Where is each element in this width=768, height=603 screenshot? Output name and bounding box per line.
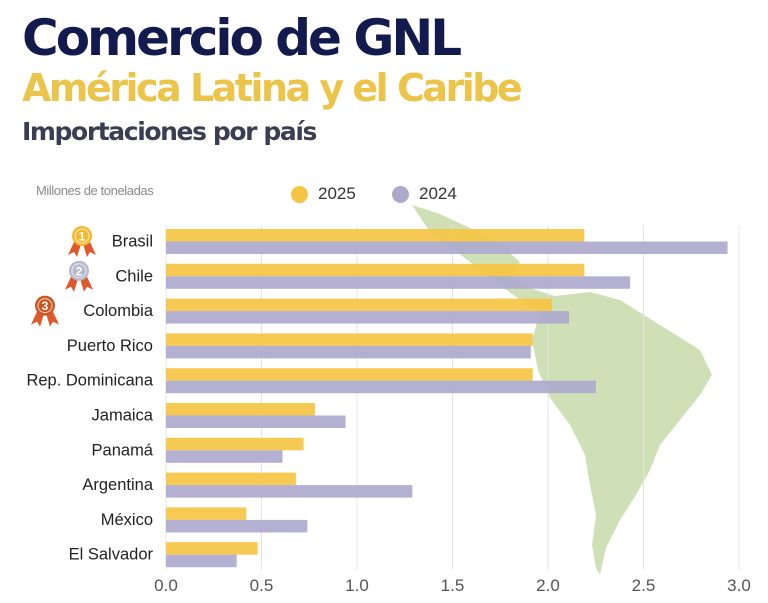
x-tick-label: 3.0 [727,576,751,595]
x-tick-label: 0.5 [250,576,274,595]
bar-2025 [166,507,247,520]
unit-label: Millones de toneladas [36,183,154,198]
category-label: México [101,511,153,529]
bar-2024 [166,380,596,394]
medal-ribbon-left [31,311,44,327]
bar-2025 [166,263,585,277]
bar-2024 [166,276,631,289]
bar-2024 [166,311,570,324]
bar-2025 [166,403,315,416]
category-label: Argentina [82,476,153,494]
bar-2025 [166,542,258,555]
medal-rank: 1 [79,230,86,244]
bar-2025 [166,229,585,242]
category-label: Chile [115,267,153,285]
gold-medal-icon: 1 [68,226,96,257]
bar-2024 [166,519,308,533]
medal-ring [37,298,53,314]
page-subtitle: América Latina y el Caribe [22,66,523,110]
medal-ribbon-left [68,242,81,257]
medal-ribbon-right [46,311,59,327]
category-label: Puerto Rico [67,337,153,355]
category-label: Colombia [83,302,154,320]
medal-ring [74,228,90,244]
legend-label-2024: 2024 [419,184,457,203]
page-title: Comercio de GNL [22,9,462,67]
bar-2024 [166,554,237,568]
section-title: Importaciones por país [22,117,317,146]
medal-ribbon-right [80,276,93,292]
medal-rank: 3 [42,299,49,313]
legend-item-2025: 2025 [291,184,356,204]
medal-ring [71,263,87,279]
category-label: Brasil [112,233,153,251]
bar-2025 [166,472,296,486]
legend-swatch-2024 [392,185,409,203]
medal-rank: 2 [76,264,83,278]
bar-2025 [166,368,533,381]
bar-2024 [166,485,413,498]
medal-ribbon-right [83,242,96,257]
medal-ribbon-left [65,276,78,292]
bar-2024 [166,241,728,254]
silver-medal-icon: 2 [65,260,93,292]
category-label: El Salvador [69,546,154,564]
x-tick-label: 2.5 [632,576,656,595]
bar-2024 [166,345,531,359]
x-tick-label: 1.5 [441,576,465,595]
bronze-medal-icon: 3 [31,295,59,327]
x-tick-label: 2.0 [536,576,560,595]
bar-2024 [166,415,346,428]
legend-swatch-2025 [291,185,308,203]
bar-2025 [166,333,533,346]
category-label: Rep. Dominicana [26,372,153,390]
category-label: Jamaica [92,407,154,425]
legend-label-2025: 2025 [318,184,356,203]
bar-2024 [166,450,283,463]
category-label: Panamá [92,441,154,459]
bar-2025 [166,298,552,312]
x-tick-label: 0.0 [154,576,178,595]
legend-item-2024: 2024 [392,184,457,204]
bar-2025 [166,437,304,451]
x-tick-label: 1.0 [345,576,369,595]
